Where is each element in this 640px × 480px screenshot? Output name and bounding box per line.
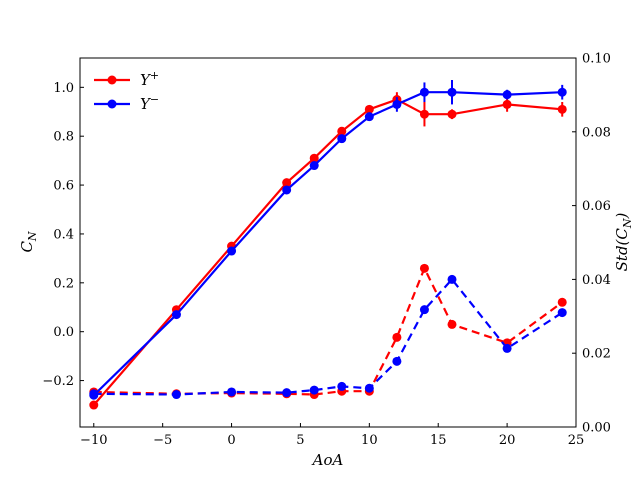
std-line-series-1	[93, 277, 563, 396]
std-line-series-0	[93, 265, 563, 396]
y-right-tick-label: 0.04	[582, 273, 611, 288]
y-left-tick-label: 0.0	[53, 325, 74, 340]
y-left-tick-label: 0.8	[53, 130, 74, 145]
mean-point-series-1	[309, 161, 319, 171]
mean-point-series-0	[309, 153, 319, 163]
y-left-tick-label: 0.2	[53, 276, 74, 291]
x-tick-label: 10	[361, 433, 378, 448]
mean-point-series-0	[282, 178, 292, 188]
y-right-tick-label: 0.00	[582, 421, 611, 436]
mean-point-series-0	[419, 109, 429, 119]
y-axis-right-ticks: 0.00 0.02 0.04 0.06 0.08 0.10	[572, 52, 611, 436]
mean-point-series-0	[364, 104, 374, 114]
std-point-series-0	[392, 332, 402, 342]
mean-point-series-1	[392, 99, 402, 109]
std-point-series-1	[392, 356, 402, 366]
y-right-label-sub: N	[621, 218, 634, 229]
x-axis-label: AoA	[311, 451, 344, 469]
std-point-series-1	[282, 388, 292, 398]
mean-point-series-0	[337, 126, 347, 136]
x-tick-label: 0	[227, 433, 235, 448]
mean-point-series-1	[227, 246, 237, 256]
std-point-series-1	[337, 381, 347, 391]
mean-line-series-1	[93, 91, 563, 397]
legend-marker-series-0	[107, 75, 117, 85]
legend-label-series-1: Y−	[140, 93, 159, 113]
y-right-tick-label: 0.06	[582, 199, 611, 214]
legend: Y+ Y−	[94, 69, 159, 113]
y-right-tick-label: 0.02	[582, 347, 611, 362]
mean-point-series-0	[557, 104, 567, 114]
std-point-series-1	[171, 390, 181, 400]
std-point-series-1	[502, 343, 512, 353]
y-left-tick-label: 1.0	[53, 81, 74, 96]
mean-point-series-1	[337, 134, 347, 144]
x-tick-label: 15	[430, 433, 447, 448]
std-point-series-0	[419, 263, 429, 273]
std-point-series-1	[557, 308, 567, 318]
mean-point-series-1	[364, 112, 374, 122]
y-right-label-base: Std(C	[613, 228, 631, 272]
y-left-tick-label: 0.6	[53, 179, 74, 194]
y-axis-right-label: Std(CN)	[613, 212, 634, 271]
legend-label-series-0: Y+	[140, 69, 159, 89]
y-left-label-base: C	[18, 241, 36, 253]
y-right-tick-label: 0.08	[582, 125, 611, 140]
y-right-tick-label: 0.10	[582, 52, 611, 67]
mean-point-series-1	[89, 390, 99, 400]
mean-point-series-0	[447, 109, 457, 119]
std-point-series-1	[447, 274, 457, 284]
std-series-layer	[89, 263, 567, 400]
mean-point-series-0	[89, 400, 99, 410]
mean-point-series-1	[557, 87, 567, 97]
x-tick-label: −5	[153, 433, 172, 448]
y-left-label-sub: N	[26, 231, 39, 242]
y-axis-left-label: CN	[18, 231, 39, 252]
std-point-series-1	[419, 305, 429, 315]
x-axis-ticks: −10 −5 0 5 10 15 20 25	[80, 423, 584, 448]
y-left-tick-label: 0.4	[53, 227, 74, 242]
mean-point-series-0	[502, 99, 512, 109]
legend-marker-series-1	[107, 99, 117, 109]
x-tick-label: 5	[296, 433, 304, 448]
mean-point-series-1	[282, 185, 292, 195]
std-point-series-1	[309, 385, 319, 395]
std-point-series-0	[447, 319, 457, 329]
std-point-series-0	[557, 297, 567, 307]
y-left-tick-label: −0.2	[42, 374, 74, 389]
std-point-series-1	[227, 387, 237, 397]
mean-point-series-1	[447, 87, 457, 97]
y-axis-left-ticks: −0.2 0.0 0.2 0.4 0.6 0.8 1.0	[42, 81, 84, 389]
x-tick-label: 20	[499, 433, 516, 448]
x-tick-label: −10	[80, 433, 107, 448]
x-tick-label: 25	[568, 433, 585, 448]
std-point-series-1	[364, 383, 374, 393]
mean-series-layer	[89, 79, 567, 410]
mean-point-series-1	[171, 310, 181, 320]
mean-point-series-1	[502, 90, 512, 100]
plot-frame	[79, 57, 577, 428]
mean-point-series-1	[419, 87, 429, 97]
mean-line-series-0	[92, 98, 563, 406]
